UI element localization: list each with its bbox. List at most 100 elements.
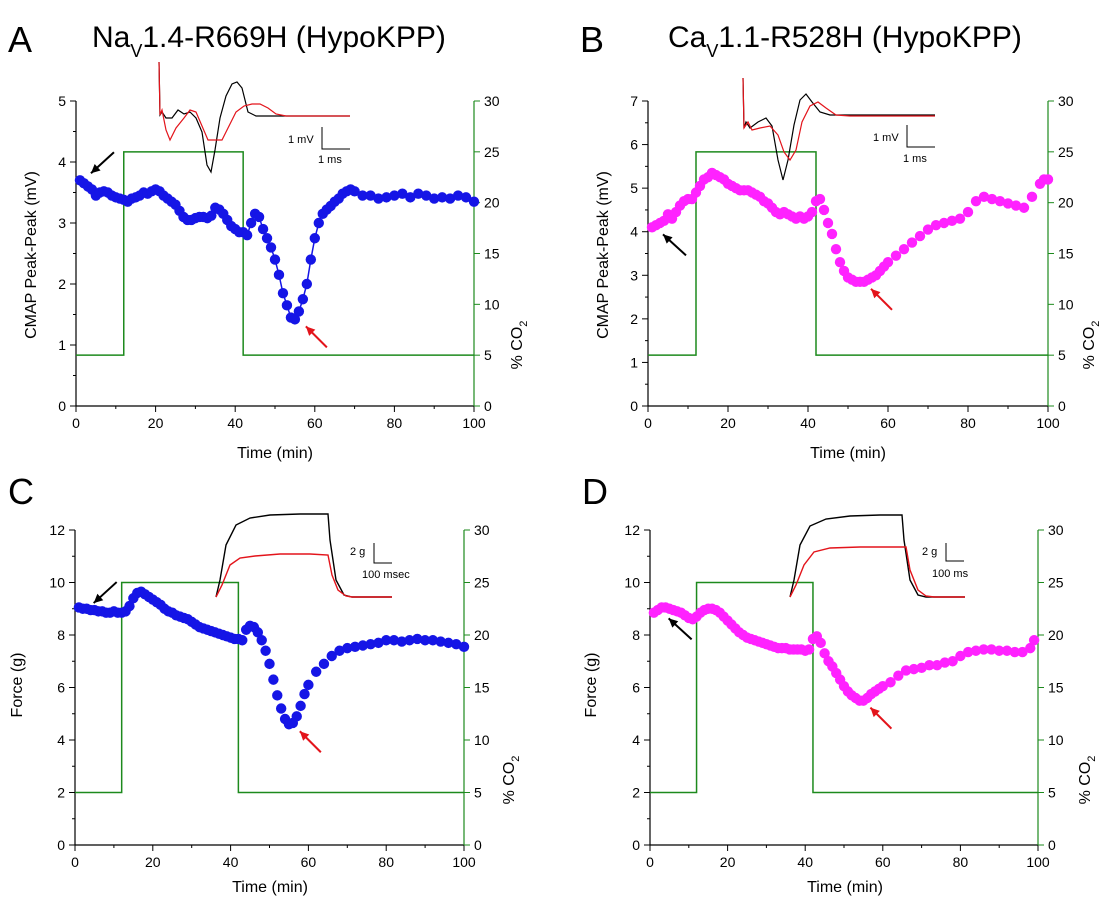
x-tick-label: 80: [960, 415, 976, 431]
data-point: [245, 217, 257, 229]
x-tick-label: 100: [462, 415, 486, 431]
data-point: [443, 637, 454, 649]
panel-title-b: CaV1.1-R528H (HypoKPP): [668, 21, 1022, 61]
scale-bar: [321, 127, 350, 150]
data-point: [269, 254, 281, 265]
co2-tick-label: 25: [484, 144, 500, 160]
data-point: [826, 228, 838, 240]
data-point: [815, 637, 826, 649]
data-point: [994, 196, 1006, 207]
data-point: [272, 690, 283, 701]
y-tick-label: 10: [49, 575, 65, 591]
data-point: [946, 215, 958, 227]
data-point: [256, 635, 267, 646]
co2-axis-title: % CO2: [1081, 321, 1102, 370]
arrow-nadir: [870, 288, 893, 311]
data-point: [313, 217, 324, 229]
data-point: [1017, 646, 1028, 658]
y-tick-label: 3: [630, 267, 638, 283]
data-point: [1010, 200, 1022, 211]
data-point: [365, 190, 376, 201]
y-tick-label: 2: [630, 311, 638, 327]
data-point: [914, 230, 926, 242]
co2-tick-label: 15: [1058, 246, 1074, 262]
inset-trace-black: [158, 61, 350, 174]
co2-step-trace: [650, 581, 1038, 794]
data-series: [648, 602, 1040, 706]
co2-tick-label: 0: [1058, 398, 1066, 414]
y-tick-label: 5: [630, 180, 638, 196]
x-tick-label: 0: [644, 415, 652, 431]
data-point: [970, 645, 982, 656]
data-point: [299, 688, 310, 700]
data-point: [265, 242, 277, 253]
data-point: [954, 213, 966, 224]
data-point: [289, 314, 301, 325]
arrow-nadir: [305, 325, 328, 349]
data-point: [253, 211, 265, 223]
arrow-baseline: [662, 233, 687, 257]
co2-tick-label: 25: [1058, 144, 1074, 160]
data-point: [252, 627, 264, 638]
inset-trace-black: [789, 514, 965, 598]
co2-step-trace: [648, 151, 1048, 356]
data-point: [882, 257, 894, 268]
co2-step-line: [75, 581, 464, 794]
data-point: [1009, 646, 1020, 658]
co2-tick-label: 0: [474, 837, 482, 853]
data-point: [281, 300, 293, 311]
co2-tick-label: 25: [474, 575, 490, 591]
inset-trace-red: [215, 553, 392, 598]
inset-trace-red: [742, 77, 935, 162]
data-point: [1042, 174, 1054, 185]
co2-tick-label: 30: [1058, 93, 1074, 109]
y-tick-label: 1: [58, 337, 66, 353]
arrow-nadir: [869, 706, 893, 730]
data-point: [452, 190, 464, 201]
data-point: [412, 633, 423, 645]
data-point: [397, 188, 408, 199]
co2-axis-title: % CO2: [501, 756, 522, 805]
data-point: [295, 700, 306, 712]
y-tick-label: 4: [57, 732, 65, 748]
data-point: [268, 674, 279, 685]
data-point: [939, 657, 951, 668]
co2-tick-label: 5: [1058, 347, 1066, 363]
data-point: [906, 237, 918, 248]
y-axis-title: Force (g): [583, 653, 600, 718]
y-tick-label: 0: [57, 837, 65, 853]
co2-tick-label: 30: [484, 93, 500, 109]
data-point: [277, 287, 289, 299]
data-point: [830, 243, 842, 255]
co2-axis-title: % CO2: [509, 321, 530, 370]
data-point: [947, 656, 958, 667]
data-point: [898, 243, 910, 255]
annotation-arrows: [92, 581, 322, 753]
y-tick-label: 0: [58, 398, 66, 414]
x-tick-label: 60: [875, 854, 891, 870]
y-tick-label: 0: [630, 398, 638, 414]
co2-tick-label: 30: [1048, 522, 1064, 538]
scale-label-y: 1 mV: [288, 134, 314, 146]
data-point: [260, 645, 271, 656]
data-point: [822, 217, 834, 229]
data-point: [458, 641, 470, 653]
panel-title-a: NaV1.4-R669H (HypoKPP): [92, 21, 446, 61]
inset-trace-red: [789, 546, 965, 598]
co2-tick-label: 20: [484, 195, 500, 211]
co2-tick-label: 30: [474, 522, 490, 538]
data-point: [890, 250, 902, 261]
co2-tick-label: 0: [484, 398, 492, 414]
data-point: [310, 666, 322, 677]
data-point: [955, 650, 966, 662]
co2-step-trace: [76, 151, 474, 356]
co2-tick-label: 10: [1048, 732, 1064, 748]
data-point: [291, 711, 302, 722]
x-tick-label: 40: [227, 415, 243, 431]
y-tick-label: 0: [632, 837, 640, 853]
co2-step-line: [648, 151, 1048, 356]
panel-letter-a: A: [8, 19, 32, 60]
panel-b: B CaV1.1-R528H (HypoKPP) CMAP Peak-Peak …: [580, 19, 1102, 462]
